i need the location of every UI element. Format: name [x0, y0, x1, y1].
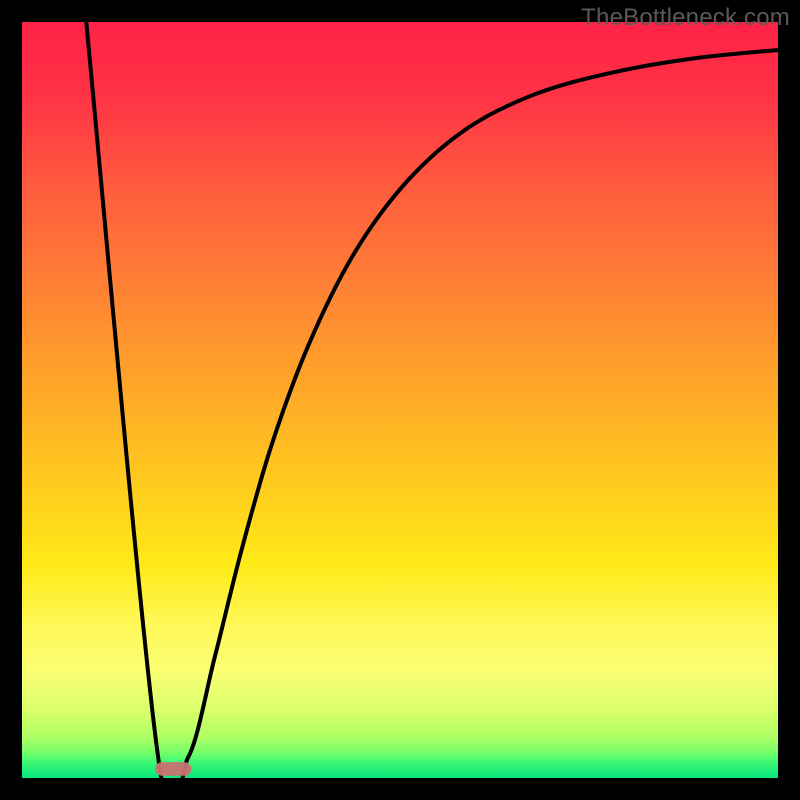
watermark-text: TheBottleneck.com: [581, 4, 790, 32]
chart-background: [22, 22, 778, 778]
chart-container: TheBottleneck.com: [0, 0, 800, 800]
optimal-marker: [155, 762, 191, 776]
bottleneck-curve-chart: [0, 0, 800, 800]
